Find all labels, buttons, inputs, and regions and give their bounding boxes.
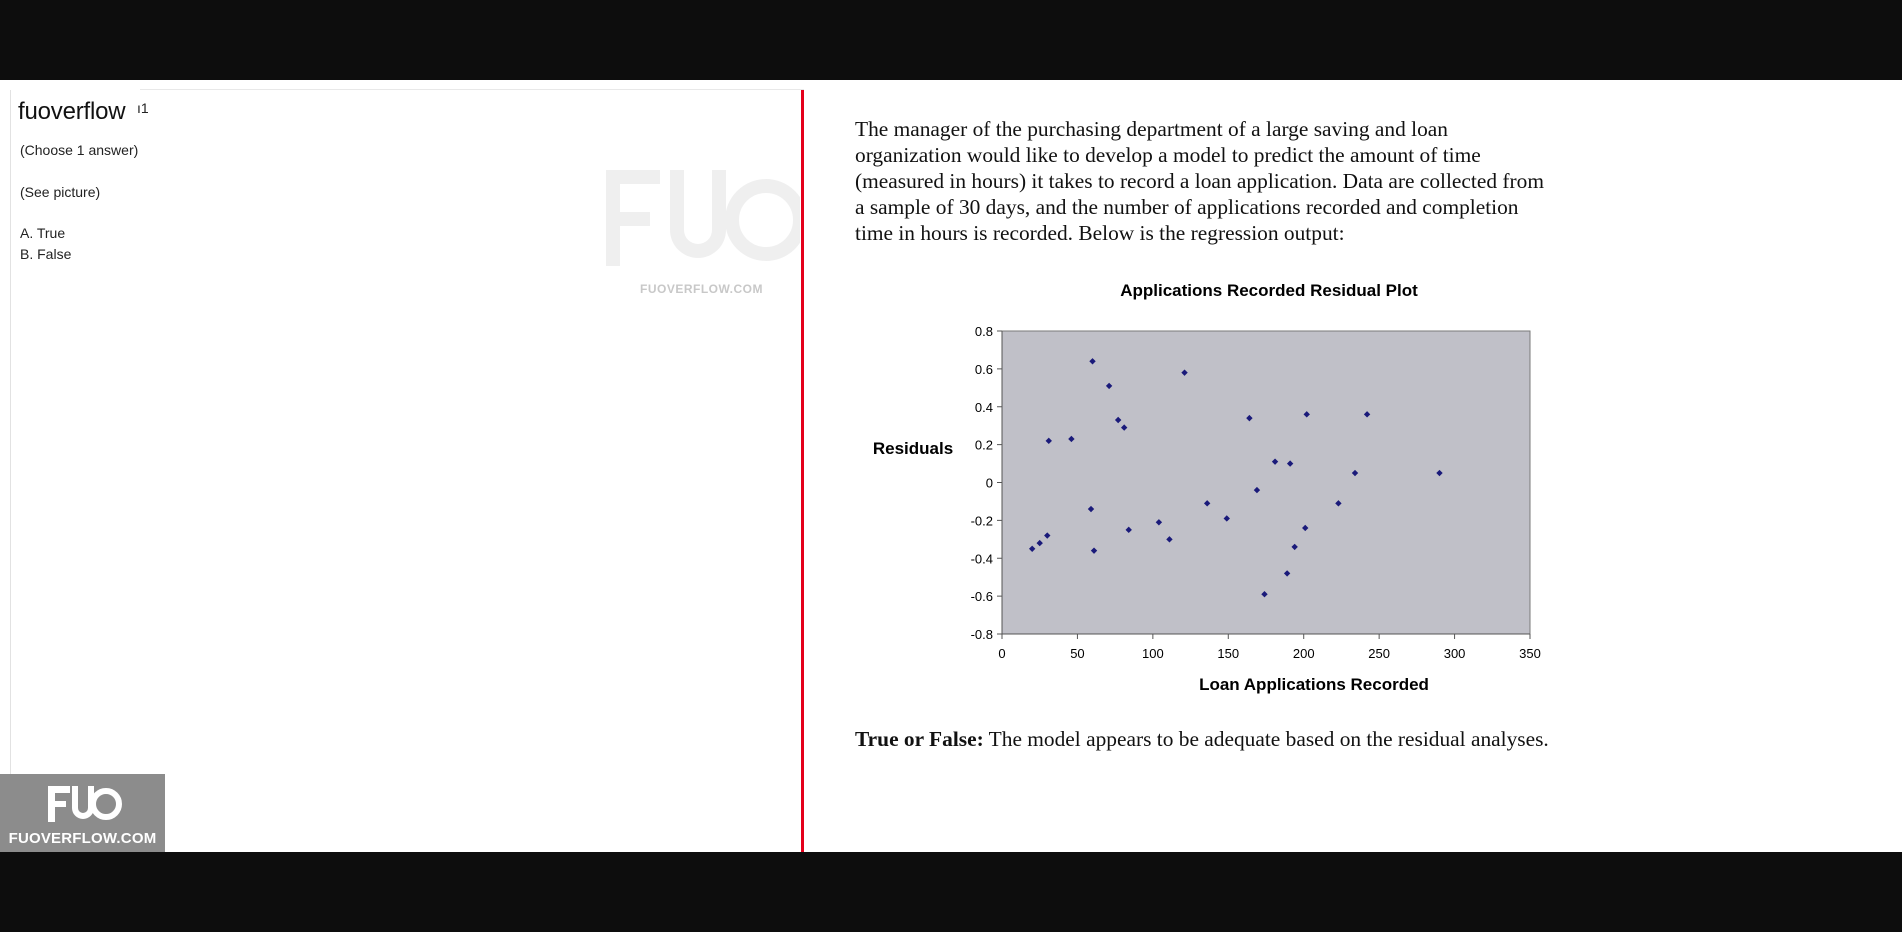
brand-logo[interactable]: FUOVERFLOW.COM [0,774,165,852]
data-point [1089,358,1096,365]
question-text: The manager of the purchasing department… [855,117,1544,245]
bottom-letterbox [0,852,1902,932]
screen-content: fuoverflow ı1 (Choose 1 answer) (See pic… [0,80,1902,852]
x-axis-label: Loan Applications Recorded [1199,675,1429,694]
y-tick-label: 0.6 [975,362,993,377]
data-point [1283,570,1291,577]
choose-instruction: (Choose 1 answer) [20,142,139,158]
y-tick-label: -0.2 [971,513,993,528]
watermark-logo-icon [606,170,800,266]
y-tick-label: -0.6 [971,589,993,604]
answer-option-a[interactable]: A. True [20,225,66,241]
site-title[interactable]: fuoverflow [18,98,126,125]
watermark-text: FUOVERFLOW.COM [640,282,763,296]
x-tick-label: 200 [1293,646,1315,661]
data-point [1261,591,1268,598]
picture-panel: The manager of the purchasing department… [804,80,1902,852]
data-point [1351,469,1359,477]
data-point [1335,500,1342,507]
site-title-suffix: ı1 [137,100,149,116]
data-point [1436,469,1443,477]
true-false-text: The model appears to be adequate based o… [983,727,1549,751]
y-tick-label: -0.8 [971,627,993,642]
y-tick-label: -0.4 [971,551,993,566]
y-tick-label: 0.8 [975,324,993,339]
answer-option-b[interactable]: B. False [20,246,72,262]
x-tick-label: 100 [1142,646,1164,661]
true-false-label: True or False: [855,727,984,751]
top-letterbox [0,0,1902,80]
true-false-statement: True or False: The model appears to be a… [855,726,1555,752]
x-tick-label: 50 [1070,646,1084,661]
x-tick-label: 250 [1368,646,1390,661]
data-point [1125,526,1132,534]
fuo-logo-icon [48,786,122,822]
data-point [1303,411,1310,418]
plot-area [1001,330,1531,635]
y-tick-label: 0.2 [975,438,993,453]
y-tick-label: 0.4 [975,400,993,415]
x-axis: 0 50 100 150 200 250 300 350 [998,633,1541,661]
pane-divider[interactable] [801,90,804,852]
y-axis: 0.8 0.6 0.4 0.2 0 -0.2 -0.4 -0.6 -0.8 [971,324,1003,642]
y-axis-label: Residuals [873,439,953,458]
residual-plot: Applications Recorded Residual Plot 0.80… [873,281,1541,694]
x-tick-label: 0 [998,646,1005,661]
data-point [1068,435,1075,443]
see-picture-note: (See picture) [20,184,101,200]
data-point [1028,545,1036,552]
data-point [1181,369,1188,376]
x-tick-label: 300 [1444,646,1466,661]
x-tick-label: 150 [1217,646,1239,661]
y-tick-label: 0 [986,476,993,491]
data-point [1166,536,1173,543]
logo-wordmark: FUOVERFLOW.COM [8,830,157,847]
panel-border [10,90,11,782]
data-point [1363,411,1371,418]
chart-title: Applications Recorded Residual Plot [1120,281,1418,300]
x-tick-label: 350 [1519,646,1541,661]
question-panel: fuoverflow ı1 (Choose 1 answer) (See pic… [0,80,802,852]
data-point [1044,532,1051,539]
